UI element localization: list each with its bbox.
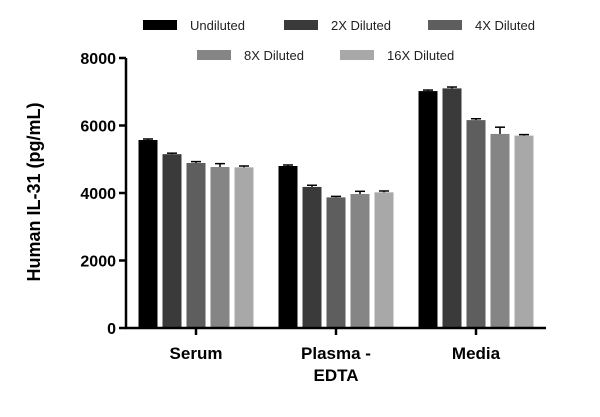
bar: [514, 135, 534, 328]
y-tick-label: 0: [107, 321, 116, 338]
legend: Undiluted 2X Diluted 4X Diluted 8X Diluted 1…: [143, 18, 535, 63]
bar: [234, 167, 254, 328]
bar: [442, 88, 462, 328]
bars: [138, 86, 534, 328]
bar: [418, 91, 438, 328]
legend-swatch: [284, 20, 318, 30]
bar: [490, 133, 510, 328]
bar: [350, 194, 370, 328]
y-tick-label: 8000: [80, 51, 116, 68]
bar: [162, 154, 182, 328]
legend-swatch: [197, 50, 231, 60]
legend-swatch: [428, 20, 462, 30]
y-axis: 0 2000 4000 6000 8000: [80, 51, 128, 338]
y-tick-label: 4000: [80, 186, 116, 203]
x-category-label: Serum: [170, 344, 223, 363]
bar: [278, 166, 298, 328]
bar: [138, 140, 158, 328]
bar: [466, 120, 486, 328]
x-axis: Serum Plasma - EDTA Media: [125, 326, 546, 385]
x-category-label: Media: [452, 344, 501, 363]
bar: [326, 197, 346, 328]
bar: [210, 167, 230, 328]
legend-label: 2X Diluted: [331, 18, 391, 33]
legend-label: 4X Diluted: [475, 18, 535, 33]
legend-swatch: [340, 50, 374, 60]
legend-label: 8X Diluted: [244, 48, 304, 63]
y-tick-label: 6000: [80, 119, 116, 136]
bar: [302, 186, 322, 328]
bar: [186, 162, 206, 328]
y-axis-label: Human IL-31 (pg/mL): [24, 102, 44, 281]
y-tick-label: 2000: [80, 254, 116, 271]
bar: [374, 192, 394, 328]
legend-label: 16X Diluted: [387, 48, 454, 63]
x-category-label: Plasma -: [301, 344, 371, 363]
legend-swatch: [143, 20, 177, 30]
legend-label: Undiluted: [190, 18, 245, 33]
x-category-label: EDTA: [313, 366, 358, 385]
